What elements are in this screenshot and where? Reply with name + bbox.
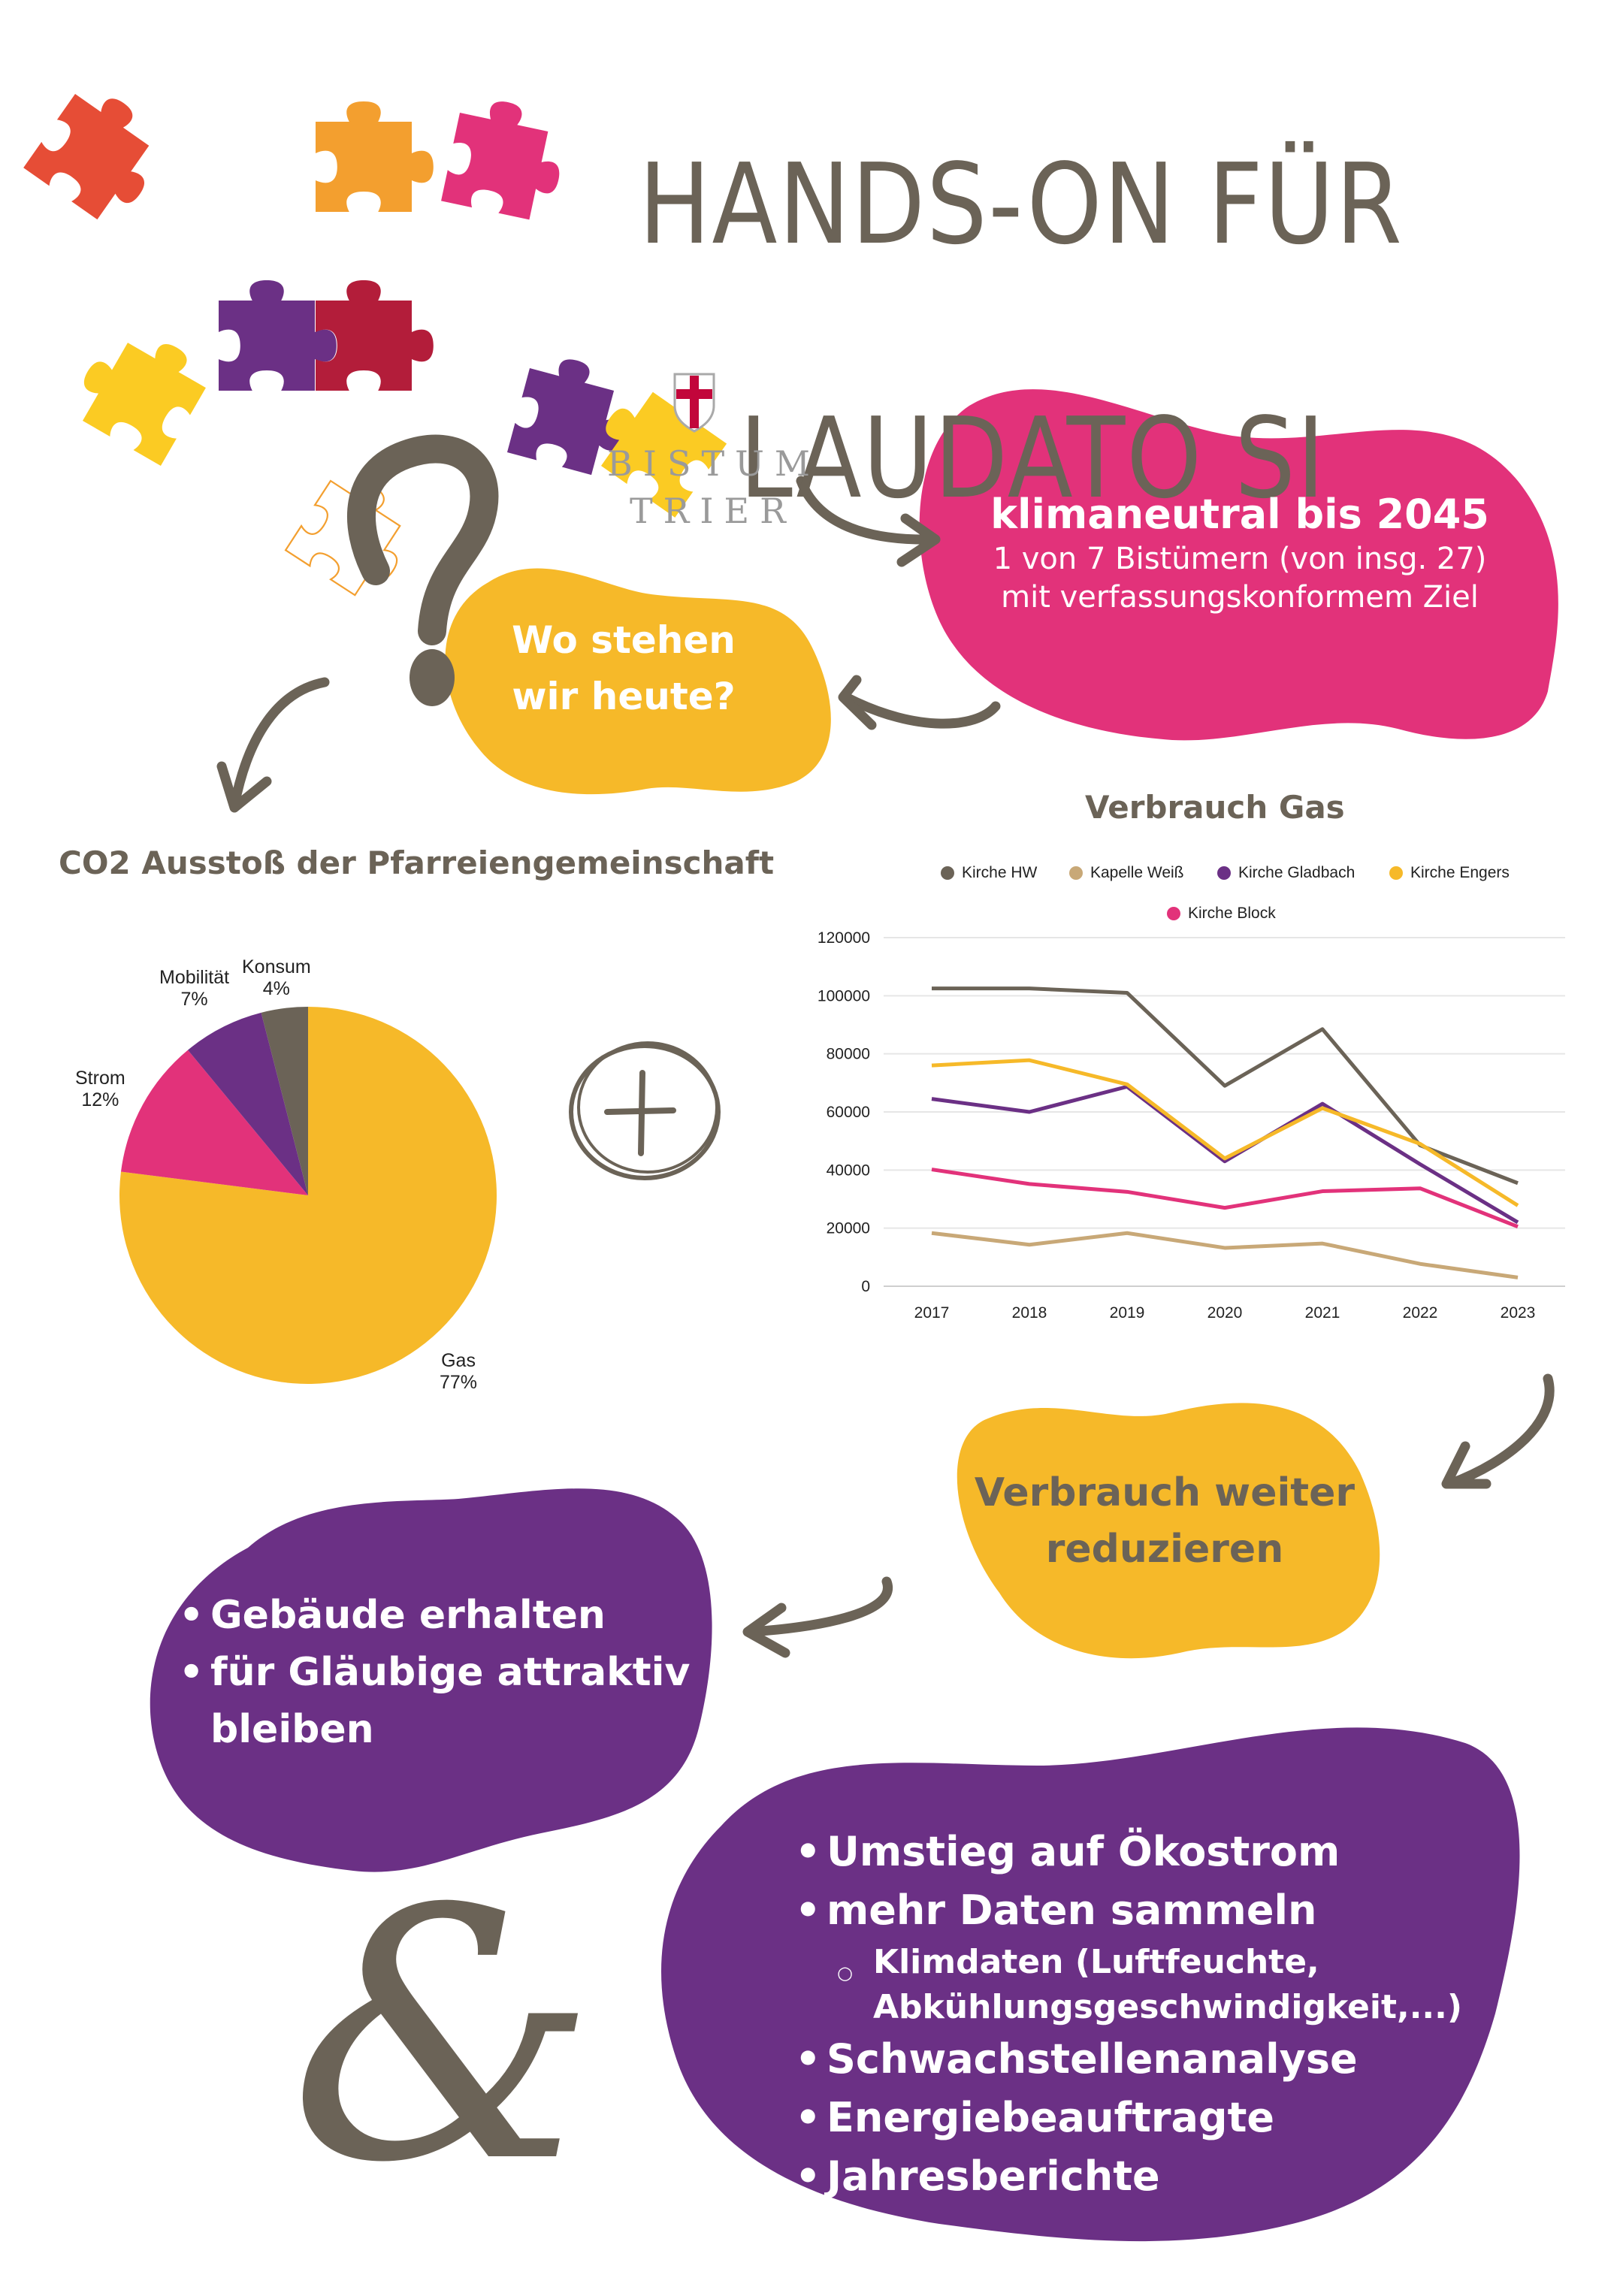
legend-dot bbox=[941, 866, 954, 880]
x-tick-label: 2023 bbox=[1501, 1304, 1536, 1322]
legend-item-kapelle-weiss: Kapelle Weiß bbox=[1069, 864, 1184, 882]
reduce-line2: reduzieren bbox=[1045, 1527, 1284, 1572]
y-tick-label: 100000 bbox=[818, 987, 870, 1005]
series-line-kirche-hw bbox=[932, 986, 1519, 1186]
series-line-kirche-engers bbox=[931, 1058, 1519, 1207]
legend-item-kirche-hw: Kirche HW bbox=[941, 864, 1037, 882]
measures-item: Jahresberichte bbox=[790, 2147, 1462, 2206]
series-line-kirche-gladbach bbox=[931, 1084, 1519, 1225]
legend-item-kirche-engers: Kirche Engers bbox=[1389, 864, 1510, 882]
page-title-line1: HANDS-ON FÜR bbox=[639, 140, 1404, 269]
brush-arrow-icon bbox=[216, 476, 1555, 1658]
y-tick-label: 80000 bbox=[827, 1046, 870, 1063]
y-tick-label: 60000 bbox=[827, 1104, 870, 1121]
puzzle-piece-icon bbox=[316, 101, 434, 212]
x-tick-label: 2020 bbox=[1207, 1304, 1243, 1322]
goal-line2: 1 von 7 Bistümern (von insg. 27) bbox=[993, 542, 1487, 577]
question-line2: wir heute? bbox=[512, 675, 736, 718]
y-tick-label: 120000 bbox=[818, 929, 870, 947]
goals-item: für Gläubige attraktiv bbox=[174, 1644, 690, 1701]
measures-item: Schwachstellenanalyse bbox=[790, 2030, 1462, 2089]
pie-label-konsum: Konsum 4% bbox=[242, 956, 311, 999]
logo-bistum: BISTUM bbox=[607, 443, 821, 484]
x-tick-label: 2022 bbox=[1403, 1304, 1438, 1322]
goals-item-continuation: bleiben bbox=[210, 1707, 374, 1752]
reduce-line1: Verbrauch weiter bbox=[974, 1470, 1356, 1515]
goal-blob bbox=[919, 389, 1558, 741]
puzzle-piece-icon bbox=[441, 92, 573, 224]
pie-label-gas: Gas 77% bbox=[440, 1350, 478, 1393]
x-tick-label: 2019 bbox=[1110, 1304, 1145, 1322]
legend-item-kirche-block: Kirche Block bbox=[1167, 905, 1276, 923]
goals-list: Gebäude erhalten für Gläubige attraktiv … bbox=[174, 1587, 690, 1758]
legend-dot bbox=[1389, 866, 1403, 880]
legend-dot bbox=[1167, 907, 1180, 920]
line-chart-title: Verbrauch Gas bbox=[1085, 789, 1345, 826]
plus-circle-icon bbox=[569, 1041, 721, 1180]
y-tick-label: 40000 bbox=[827, 1162, 870, 1179]
goals-item: Gebäude erhalten bbox=[174, 1587, 690, 1644]
pie-slice-strom bbox=[120, 1050, 308, 1195]
x-tick-label: 2018 bbox=[1012, 1304, 1047, 1322]
gas-consumption-line-chart: 0 20000 40000 60000 80000 100000 120000 2017 201… bbox=[818, 929, 1565, 1322]
pie-slice-konsum bbox=[261, 1007, 308, 1195]
question-line1: Wo stehen bbox=[512, 618, 736, 662]
y-tick-label: 0 bbox=[861, 1278, 870, 1295]
measures-item: mehr Daten sammeln bbox=[790, 1881, 1462, 1940]
legend-dot bbox=[1217, 866, 1231, 880]
ampersand-icon: & bbox=[289, 1836, 597, 2238]
measures-list: Umstieg auf Ökostrom mehr Daten sammeln … bbox=[790, 1823, 1462, 2206]
measures-item: Energiebeauftragte bbox=[790, 2089, 1462, 2147]
series-line-kapelle-wei- bbox=[931, 1231, 1519, 1279]
logo-trier: TRIER bbox=[630, 491, 796, 531]
goal-blob-content: klimaneutral bis 2045 1 von 7 Bistümern … bbox=[947, 488, 1533, 617]
pie-chart-title: CO2 Ausstoß der Pfarreiengemeinschaft bbox=[59, 844, 775, 881]
question-blob bbox=[445, 568, 831, 795]
shield-cross-icon bbox=[673, 373, 715, 433]
pie-slice-mobilität bbox=[188, 1012, 308, 1195]
goal-headline: klimaneutral bis 2045 bbox=[990, 491, 1489, 538]
x-tick-label: 2017 bbox=[914, 1304, 950, 1322]
measures-subitem-continuation: Abkühlungsgeschwindigkeit,...) bbox=[873, 1988, 1462, 2026]
pie-label-strom: Strom 12% bbox=[75, 1068, 125, 1110]
question-blob-content: Wo stehen wir heute? bbox=[466, 612, 781, 725]
puzzle-piece-icon bbox=[23, 77, 177, 231]
question-mark-icon bbox=[346, 434, 499, 706]
legend-dot bbox=[1069, 866, 1083, 880]
goal-line3: mit verfassungskonformem Ziel bbox=[1001, 580, 1479, 615]
pie-label-mobilitaet: Mobilität 7% bbox=[159, 967, 230, 1010]
reduce-blob bbox=[957, 1403, 1380, 1659]
x-tick-label: 2021 bbox=[1305, 1304, 1340, 1322]
page-title-line2-visible: LAUDATO SI bbox=[739, 394, 1326, 523]
measures-subitem: Klimdaten (Luftfeuchte, bbox=[790, 1940, 1462, 1995]
reduce-blob-content: Verbrauch weiter reduzieren bbox=[954, 1465, 1375, 1578]
puzzle-piece-icon bbox=[65, 315, 216, 466]
legend-item-kirche-gladbach: Kirche Gladbach bbox=[1217, 864, 1355, 882]
measures-item: Umstieg auf Ökostrom bbox=[790, 1823, 1462, 1881]
series-line-kirche-block bbox=[931, 1168, 1519, 1229]
y-tick-label: 20000 bbox=[827, 1220, 870, 1237]
co2-pie-chart bbox=[119, 1007, 497, 1384]
